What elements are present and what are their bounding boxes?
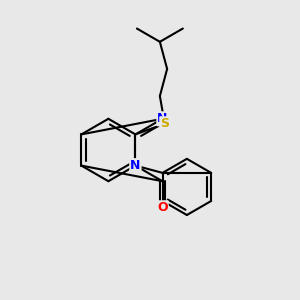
- Text: S: S: [160, 117, 169, 130]
- Text: O: O: [157, 201, 168, 214]
- Text: N: N: [130, 159, 141, 172]
- Text: N: N: [157, 112, 168, 125]
